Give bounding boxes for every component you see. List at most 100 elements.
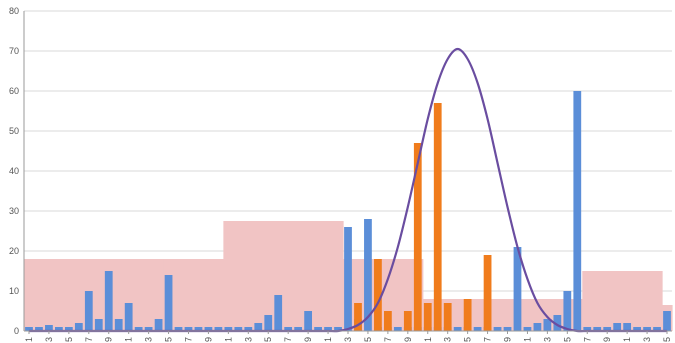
- blue-bar: [45, 325, 53, 331]
- x-tick-label: 1: [124, 337, 134, 342]
- blue-bar: [94, 319, 103, 331]
- envelope-column: [492, 299, 504, 331]
- x-axis-ticks: 1 3 5 7 9 1 3 5 7 9 1 3 5 7 9 1 3 5 7 9 1 3 5 7 9 1 3 5 7 9 1 3 5: [24, 331, 672, 342]
- blue-bar: [274, 295, 283, 331]
- x-tick-label: 5: [562, 337, 572, 342]
- blue-bar: [533, 323, 542, 331]
- envelope-column: [333, 221, 344, 331]
- envelope-column: [313, 221, 324, 331]
- envelope-column: [602, 271, 613, 331]
- envelope-column: [33, 259, 45, 331]
- envelope-column: [502, 299, 514, 331]
- orange-bar: [413, 143, 422, 331]
- x-tick-label: 9: [503, 337, 513, 342]
- blue-bar: [74, 323, 83, 331]
- envelope-column: [542, 299, 553, 331]
- x-tick-label: 7: [283, 337, 293, 342]
- y-tick-label: 30: [9, 206, 19, 216]
- y-tick-label: 50: [9, 126, 19, 136]
- x-tick-label: 1: [522, 337, 532, 342]
- x-tick-label: 1: [223, 337, 233, 342]
- envelope-column: [592, 271, 603, 331]
- envelope-column: [293, 221, 304, 331]
- x-tick-label: 9: [403, 337, 413, 342]
- blue-bar: [254, 323, 263, 331]
- blue-bar: [154, 319, 163, 331]
- x-tick-label: 7: [84, 337, 94, 342]
- x-tick-label: 9: [203, 337, 213, 342]
- y-tick-label: 0: [14, 326, 19, 336]
- envelope-column: [323, 221, 334, 331]
- orange-bar: [374, 259, 382, 331]
- envelope-column: [273, 221, 284, 331]
- blue-bar: [573, 91, 582, 331]
- envelope-column: [402, 259, 414, 331]
- blue-bar: [453, 327, 462, 331]
- blue-bar: [393, 327, 402, 331]
- y-tick-label: 80: [9, 6, 19, 16]
- envelope-column: [382, 259, 394, 331]
- x-tick-label: 7: [483, 337, 493, 342]
- blue-bar: [214, 327, 223, 331]
- blue-bar: [643, 327, 651, 331]
- blue-bar: [284, 327, 293, 331]
- orange-bar-series: [354, 103, 492, 331]
- blue-bar: [603, 327, 612, 331]
- blue-bar: [84, 291, 93, 331]
- x-tick-label: 1: [24, 337, 34, 342]
- envelope-column: [73, 259, 85, 331]
- blue-bar: [473, 327, 482, 331]
- blue-bar: [234, 327, 243, 331]
- orange-bar: [354, 303, 362, 331]
- y-tick-label: 10: [9, 286, 19, 296]
- y-tick-label: 60: [9, 86, 19, 96]
- y-axis-ticks: 0 10 20 30 40 50 60 70 80: [9, 6, 19, 336]
- x-tick-label: 3: [542, 337, 552, 342]
- blue-bar: [264, 315, 273, 331]
- x-tick-label: 9: [602, 337, 612, 342]
- x-tick-label: 5: [164, 337, 174, 342]
- blue-bar: [513, 247, 522, 331]
- envelope-column: [173, 259, 185, 331]
- orange-bar: [423, 303, 432, 331]
- blue-bar: [104, 271, 113, 331]
- orange-bar: [403, 311, 412, 331]
- x-tick-label: 3: [642, 337, 652, 342]
- blue-bar: [134, 327, 143, 331]
- envelope-column: [642, 271, 653, 331]
- blue-bar: [204, 327, 213, 331]
- x-tick-label: 5: [662, 337, 672, 342]
- x-tick-label: 1: [323, 337, 333, 342]
- x-tick-label: 3: [144, 337, 154, 342]
- envelope-column: [43, 259, 55, 331]
- envelope-column: [203, 259, 215, 331]
- x-tick-label: 3: [44, 337, 54, 342]
- blue-bar: [164, 275, 173, 331]
- blue-bar: [553, 315, 562, 331]
- blue-bar: [124, 303, 133, 331]
- envelope-column: [632, 271, 643, 331]
- blue-bar: [114, 319, 123, 331]
- x-tick-label: 3: [343, 337, 353, 342]
- x-tick-label: 1: [423, 337, 433, 342]
- blue-bar: [663, 311, 671, 331]
- x-tick-label: 3: [443, 337, 453, 342]
- orange-bar: [483, 255, 492, 331]
- envelope-column: [263, 221, 274, 331]
- envelope-column: [143, 259, 155, 331]
- orange-bar: [443, 303, 452, 331]
- x-tick-label: 5: [363, 337, 373, 342]
- y-tick-label: 40: [9, 166, 19, 176]
- x-tick-label: 1: [622, 337, 632, 342]
- envelope-column: [452, 299, 464, 331]
- blue-bar: [593, 327, 602, 331]
- blue-bar: [35, 327, 43, 331]
- blue-bar: [324, 327, 332, 331]
- blue-bar: [144, 327, 153, 331]
- envelope-column: [183, 259, 195, 331]
- envelope-column: [113, 259, 125, 331]
- blue-bar: [543, 319, 552, 331]
- envelope-column: [153, 259, 165, 331]
- envelope-column: [133, 259, 145, 331]
- blue-bar: [64, 327, 73, 331]
